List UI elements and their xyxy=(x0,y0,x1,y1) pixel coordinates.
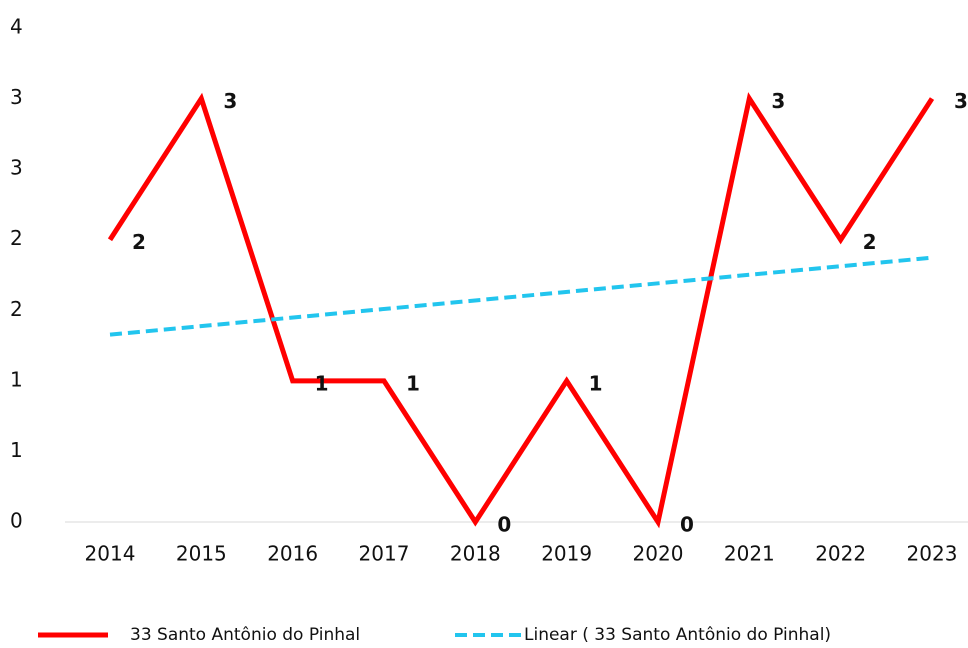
line-series xyxy=(107,92,935,529)
x-tick-label: 2016 xyxy=(267,542,318,566)
data-label: 0 xyxy=(497,513,511,537)
x-tick-label: 2019 xyxy=(541,542,592,566)
legend-label: 33 Santo Antônio do Pinhal xyxy=(130,625,360,645)
x-tick-label: 2018 xyxy=(450,542,501,566)
y-tick-label: 0 xyxy=(10,509,23,533)
data-label: 1 xyxy=(406,371,420,395)
data-label: 2 xyxy=(132,230,146,254)
y-tick-label: 1 xyxy=(10,367,23,391)
data-label: 0 xyxy=(680,513,694,537)
x-tick-label: 2017 xyxy=(359,542,410,566)
legend-label: Linear ( 33 Santo Antônio do Pinhal) xyxy=(524,625,831,645)
x-tick-label: 2022 xyxy=(815,542,866,566)
y-tick-label: 3 xyxy=(10,156,23,180)
trendline xyxy=(109,255,933,337)
x-tick-label: 2014 xyxy=(85,542,136,566)
data-label: 3 xyxy=(954,89,968,113)
x-tick-label: 2015 xyxy=(176,542,227,566)
x-tick-label: 2023 xyxy=(907,542,958,566)
x-tick-label: 2021 xyxy=(724,542,775,566)
y-tick-label: 2 xyxy=(10,297,23,321)
data-label: 2 xyxy=(863,230,877,254)
y-tick-label: 3 xyxy=(10,85,23,109)
data-label: 1 xyxy=(315,371,329,395)
x-tick-label: 2020 xyxy=(633,542,684,566)
y-tick-label: 1 xyxy=(10,438,23,462)
y-tick-label: 4 xyxy=(10,15,23,39)
data-label: 3 xyxy=(771,89,785,113)
data-label: 3 xyxy=(223,89,237,113)
data-label: 1 xyxy=(589,371,603,395)
y-tick-label: 2 xyxy=(10,226,23,250)
